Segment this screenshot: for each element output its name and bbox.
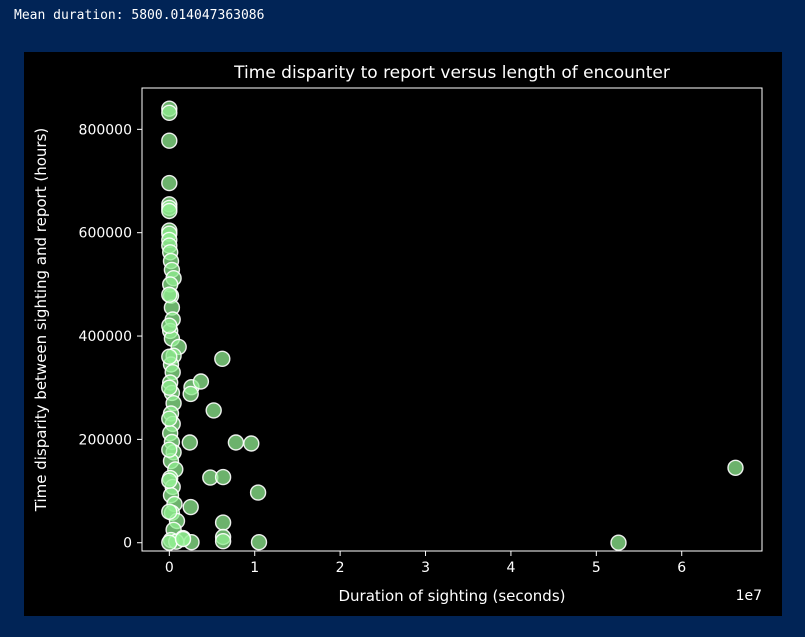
data-point [250,534,268,551]
data-point [227,434,245,451]
data-point [161,503,178,520]
data-point [161,317,178,334]
data-point [727,459,744,476]
chart-figure: 0 1 2 3 4 5 6 0 200000 400000 600000 800000 Time dis… [24,52,782,616]
x-tick-label: 5 [592,560,601,576]
axes-frame [141,87,763,552]
scatter-chart: 0 1 2 3 4 5 6 0 200000 400000 600000 800000 Time dis… [32,63,763,605]
data-point [161,286,178,303]
data-point [243,435,260,452]
data-point [214,468,232,486]
x-tick-label: 1 [250,560,259,576]
x-tick-label: 2 [336,560,345,576]
data-point [214,350,231,367]
data-point [161,104,178,121]
x-tick-label: 3 [421,560,430,576]
y-tick-label: 200000 [79,432,132,448]
data-point [174,530,192,548]
chart-title: Time disparity to report versus length o… [233,63,670,83]
plot-area [161,100,744,551]
data-point [214,514,232,531]
data-point [182,385,199,403]
console-output-line: Mean duration: 5800.014047363086 [14,8,265,23]
data-point [161,202,178,220]
data-point [161,348,178,365]
data-point [161,472,178,489]
data-point [161,379,178,396]
x-axis-offset-label: 1e7 [736,588,762,604]
x-axis-label: Duration of sighting (seconds) [338,587,565,605]
data-point [205,402,222,419]
y-tick-label: 400000 [79,329,132,345]
y-tick-label: 600000 [79,226,132,242]
y-axis-label: Time disparity between sighting and repo… [32,128,50,513]
data-point [192,373,210,390]
x-tick-label: 0 [165,560,174,576]
data-point [161,410,178,427]
data-point [182,498,199,516]
y-tick-label: 800000 [79,122,132,138]
data-point [214,533,232,550]
data-point [161,174,178,192]
data-point [249,484,267,501]
y-tick-label: 0 [123,536,132,552]
data-point [610,534,627,551]
x-tick-label: 6 [677,560,686,576]
data-point [161,441,178,458]
x-tick-label: 4 [506,560,515,576]
data-point [181,434,199,451]
data-point [161,132,178,149]
data-point [161,534,178,551]
